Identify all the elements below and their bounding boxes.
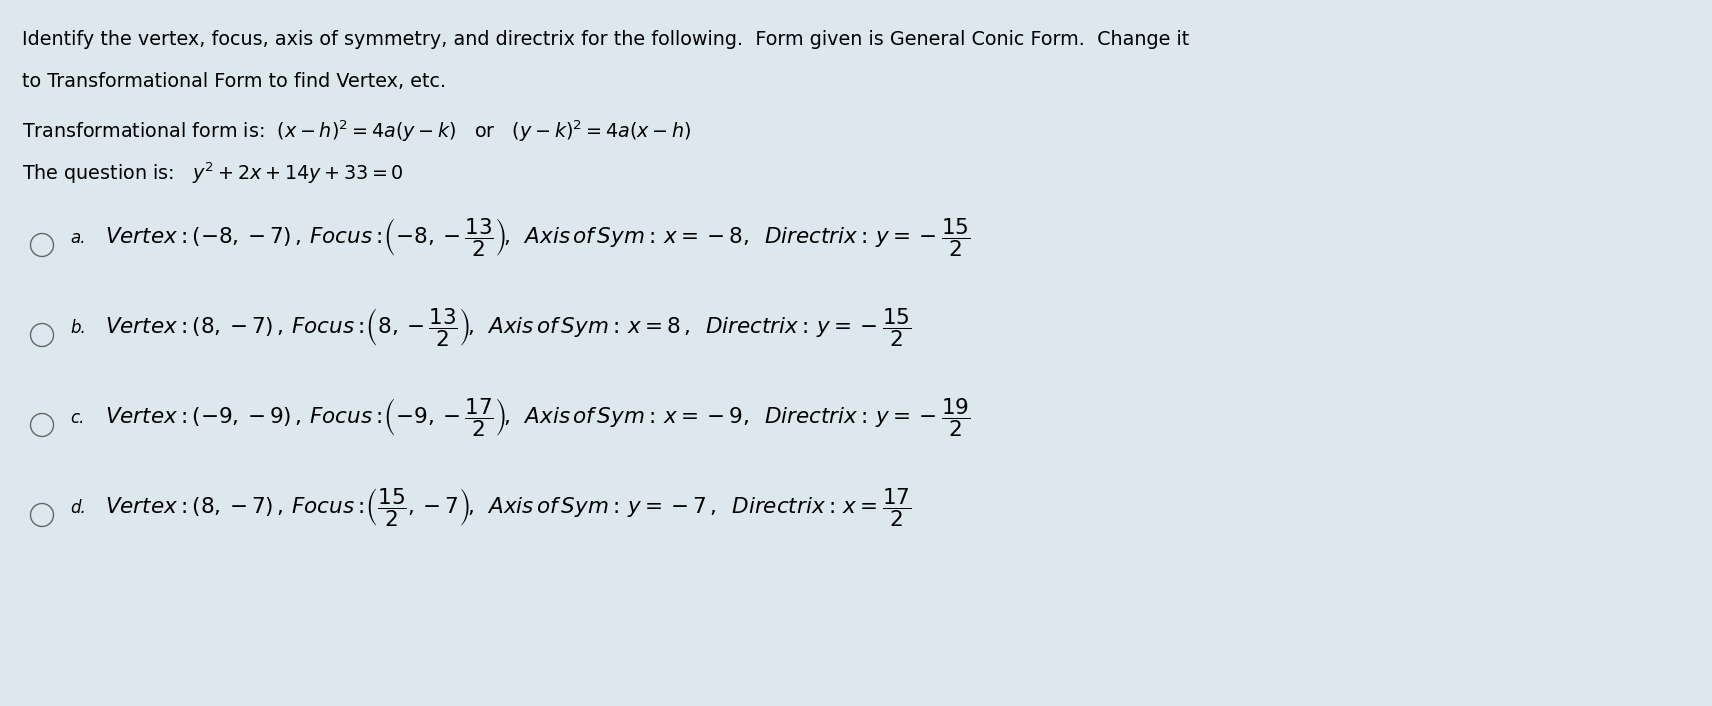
- Text: $\mathit{Vertex:}(8,-7)\,,\,\mathit{Focus:}\!\left(8,-\dfrac{13}{2}\right)\!,\en: $\mathit{Vertex:}(8,-7)\,,\,\mathit{Focu…: [104, 306, 911, 349]
- Text: d.: d.: [70, 499, 86, 517]
- Text: to Transformational Form to find Vertex, etc.: to Transformational Form to find Vertex,…: [22, 72, 447, 91]
- Text: b.: b.: [70, 319, 86, 337]
- Text: $\mathit{Vertex:}(-9,-9)\,,\,\mathit{Focus:}\!\left(-9,-\dfrac{17}{2}\right)\!,\: $\mathit{Vertex:}(-9,-9)\,,\,\mathit{Foc…: [104, 397, 971, 439]
- Text: The question is:   $y^2+2x+14y+33=0$: The question is: $y^2+2x+14y+33=0$: [22, 160, 404, 186]
- Text: Transformational form is:  $(x-h)^2=4a(y-k)$   or   $(y-k)^2=4a(x-h)$: Transformational form is: $(x-h)^2=4a(y-…: [22, 118, 692, 143]
- Text: c.: c.: [70, 409, 84, 427]
- Text: $\mathit{Vertex:}(8,-7)\,,\,\mathit{Focus:}\!\left(\dfrac{15}{2},-7\right)\!,\en: $\mathit{Vertex:}(8,-7)\,,\,\mathit{Focu…: [104, 486, 911, 530]
- Text: a.: a.: [70, 229, 86, 247]
- Text: $\mathit{Vertex:}(-8,-7)\,,\,\mathit{Focus:}\!\left(-8,-\dfrac{13}{2}\right)\!,\: $\mathit{Vertex:}(-8,-7)\,,\,\mathit{Foc…: [104, 217, 971, 259]
- Text: Identify the vertex, focus, axis of symmetry, and directrix for the following.  : Identify the vertex, focus, axis of symm…: [22, 30, 1190, 49]
